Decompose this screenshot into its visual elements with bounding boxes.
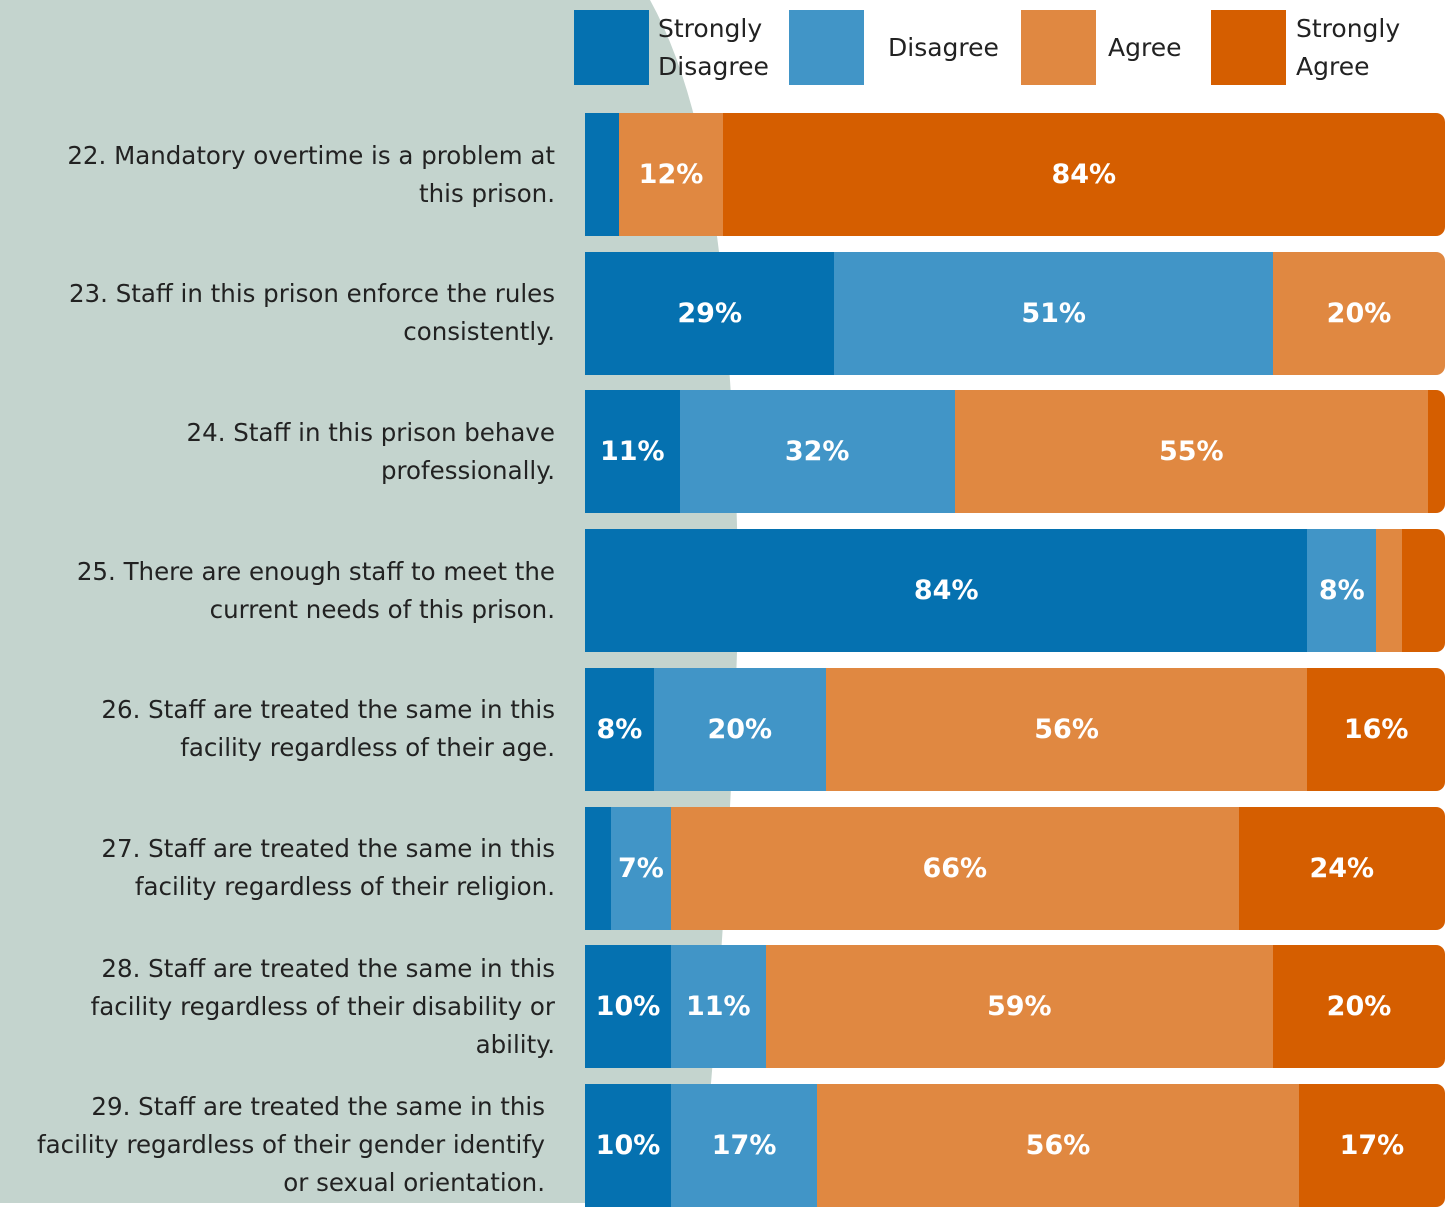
bar-segment xyxy=(1402,529,1445,653)
legend-swatch xyxy=(574,10,649,85)
category-label: 26. Staff are treated the same in this f… xyxy=(101,695,555,763)
data-label: 55% xyxy=(1158,436,1224,468)
legend-label: Disagree xyxy=(888,33,999,62)
bar-segment xyxy=(585,113,620,236)
bar-segment: 17% xyxy=(671,1083,818,1207)
legend-swatch xyxy=(789,10,864,85)
bar-row: 12% 84% xyxy=(585,113,1445,236)
data-label: 59% xyxy=(986,991,1052,1023)
category-label: 22. Mandatory overtime is a problem at t… xyxy=(67,140,555,208)
bar-segment: 20% xyxy=(653,667,826,791)
data-label: 29% xyxy=(677,297,743,329)
legend-label: Strongly Disagree xyxy=(658,14,769,81)
data-label: 84% xyxy=(1051,159,1117,190)
bar-segment: 56% xyxy=(825,667,1308,791)
data-label: 56% xyxy=(1034,713,1099,745)
category-label: 23. Staff in this prison enforce the rul… xyxy=(68,279,555,347)
data-label: 10% xyxy=(595,991,661,1023)
bar-segment: 16% xyxy=(1307,667,1445,791)
bar-segment: 10% xyxy=(585,1083,671,1207)
data-label: 8% xyxy=(1318,575,1365,607)
bar-segment: 10% xyxy=(585,945,671,1069)
data-label: 10% xyxy=(595,1129,661,1161)
bar-segment: 59% xyxy=(765,945,1273,1069)
bar-segment xyxy=(585,806,611,930)
data-label: 24% xyxy=(1309,852,1375,884)
bar-segment: 20% xyxy=(1273,945,1445,1069)
data-label: 11% xyxy=(685,991,751,1023)
bar-row: 8% 20% 56% 16% xyxy=(585,667,1445,791)
bar-segment: 7% xyxy=(610,806,671,930)
bar-segment: 8% xyxy=(585,667,654,791)
bar-segment: 32% xyxy=(679,390,955,514)
bar-segment xyxy=(1376,529,1402,653)
bar-segment: 84% xyxy=(585,529,1308,653)
bar-segment xyxy=(1427,390,1445,514)
data-label: 12% xyxy=(638,159,704,190)
legend-swatch xyxy=(1021,10,1096,85)
bar-segment: 66% xyxy=(671,806,1239,930)
bar-row: 29% 51% 20% xyxy=(585,251,1445,375)
data-label: 66% xyxy=(922,852,988,884)
legend-label: Agree xyxy=(1108,33,1182,62)
bar-segment: 20% xyxy=(1273,251,1445,375)
bar-segment: 17% xyxy=(1298,1083,1445,1207)
bar-row: 84% 8% xyxy=(585,529,1445,653)
legend-swatch xyxy=(1211,10,1286,85)
bar-segment: 84% xyxy=(722,113,1445,236)
data-label: 16% xyxy=(1343,713,1409,745)
category-label: 27. Staff are treated the same in this f… xyxy=(101,834,555,901)
category-label: 24. Staff in this prison behave professi… xyxy=(186,417,555,485)
bar-segment: 51% xyxy=(834,251,1273,375)
bar-segment: 55% xyxy=(954,390,1428,514)
bar-row: 11% 32% 55% xyxy=(585,390,1445,514)
data-label: 17% xyxy=(711,1129,777,1161)
legend-label: Strongly Agree xyxy=(1296,14,1401,81)
bar-row: 10% 11% 59% 20% xyxy=(585,945,1445,1069)
bar-segment: 11% xyxy=(585,390,680,514)
data-label: 20% xyxy=(1326,991,1392,1023)
bar-segment: 56% xyxy=(817,1083,1299,1207)
data-label: 56% xyxy=(1025,1129,1091,1161)
bar-row: 7% 66% 24% xyxy=(585,806,1445,930)
bar-segment: 11% xyxy=(671,945,766,1069)
bar-segment: 24% xyxy=(1238,806,1445,930)
category-label: 25. There are enough staff to meet the c… xyxy=(76,556,555,624)
data-label: 32% xyxy=(784,436,850,468)
bar-segment: 12% xyxy=(619,113,723,236)
data-label: 11% xyxy=(599,436,665,468)
data-label: 20% xyxy=(1326,297,1392,329)
bar-segment: 29% xyxy=(585,251,835,375)
bar-row: 10% 17% 56% 17% xyxy=(585,1083,1445,1207)
data-label: 17% xyxy=(1339,1129,1405,1161)
data-label: 7% xyxy=(617,852,664,884)
data-label: 20% xyxy=(707,713,773,745)
category-label: 28. Staff are treated the same in this f… xyxy=(90,953,555,1059)
data-label: 84% xyxy=(913,575,979,607)
data-label: 51% xyxy=(1021,297,1086,329)
category-label: 29. Staff are treated the same in this f… xyxy=(37,1092,545,1198)
bar-segment: 8% xyxy=(1307,529,1377,653)
background-shape xyxy=(0,0,738,1203)
data-label: 8% xyxy=(596,713,643,745)
